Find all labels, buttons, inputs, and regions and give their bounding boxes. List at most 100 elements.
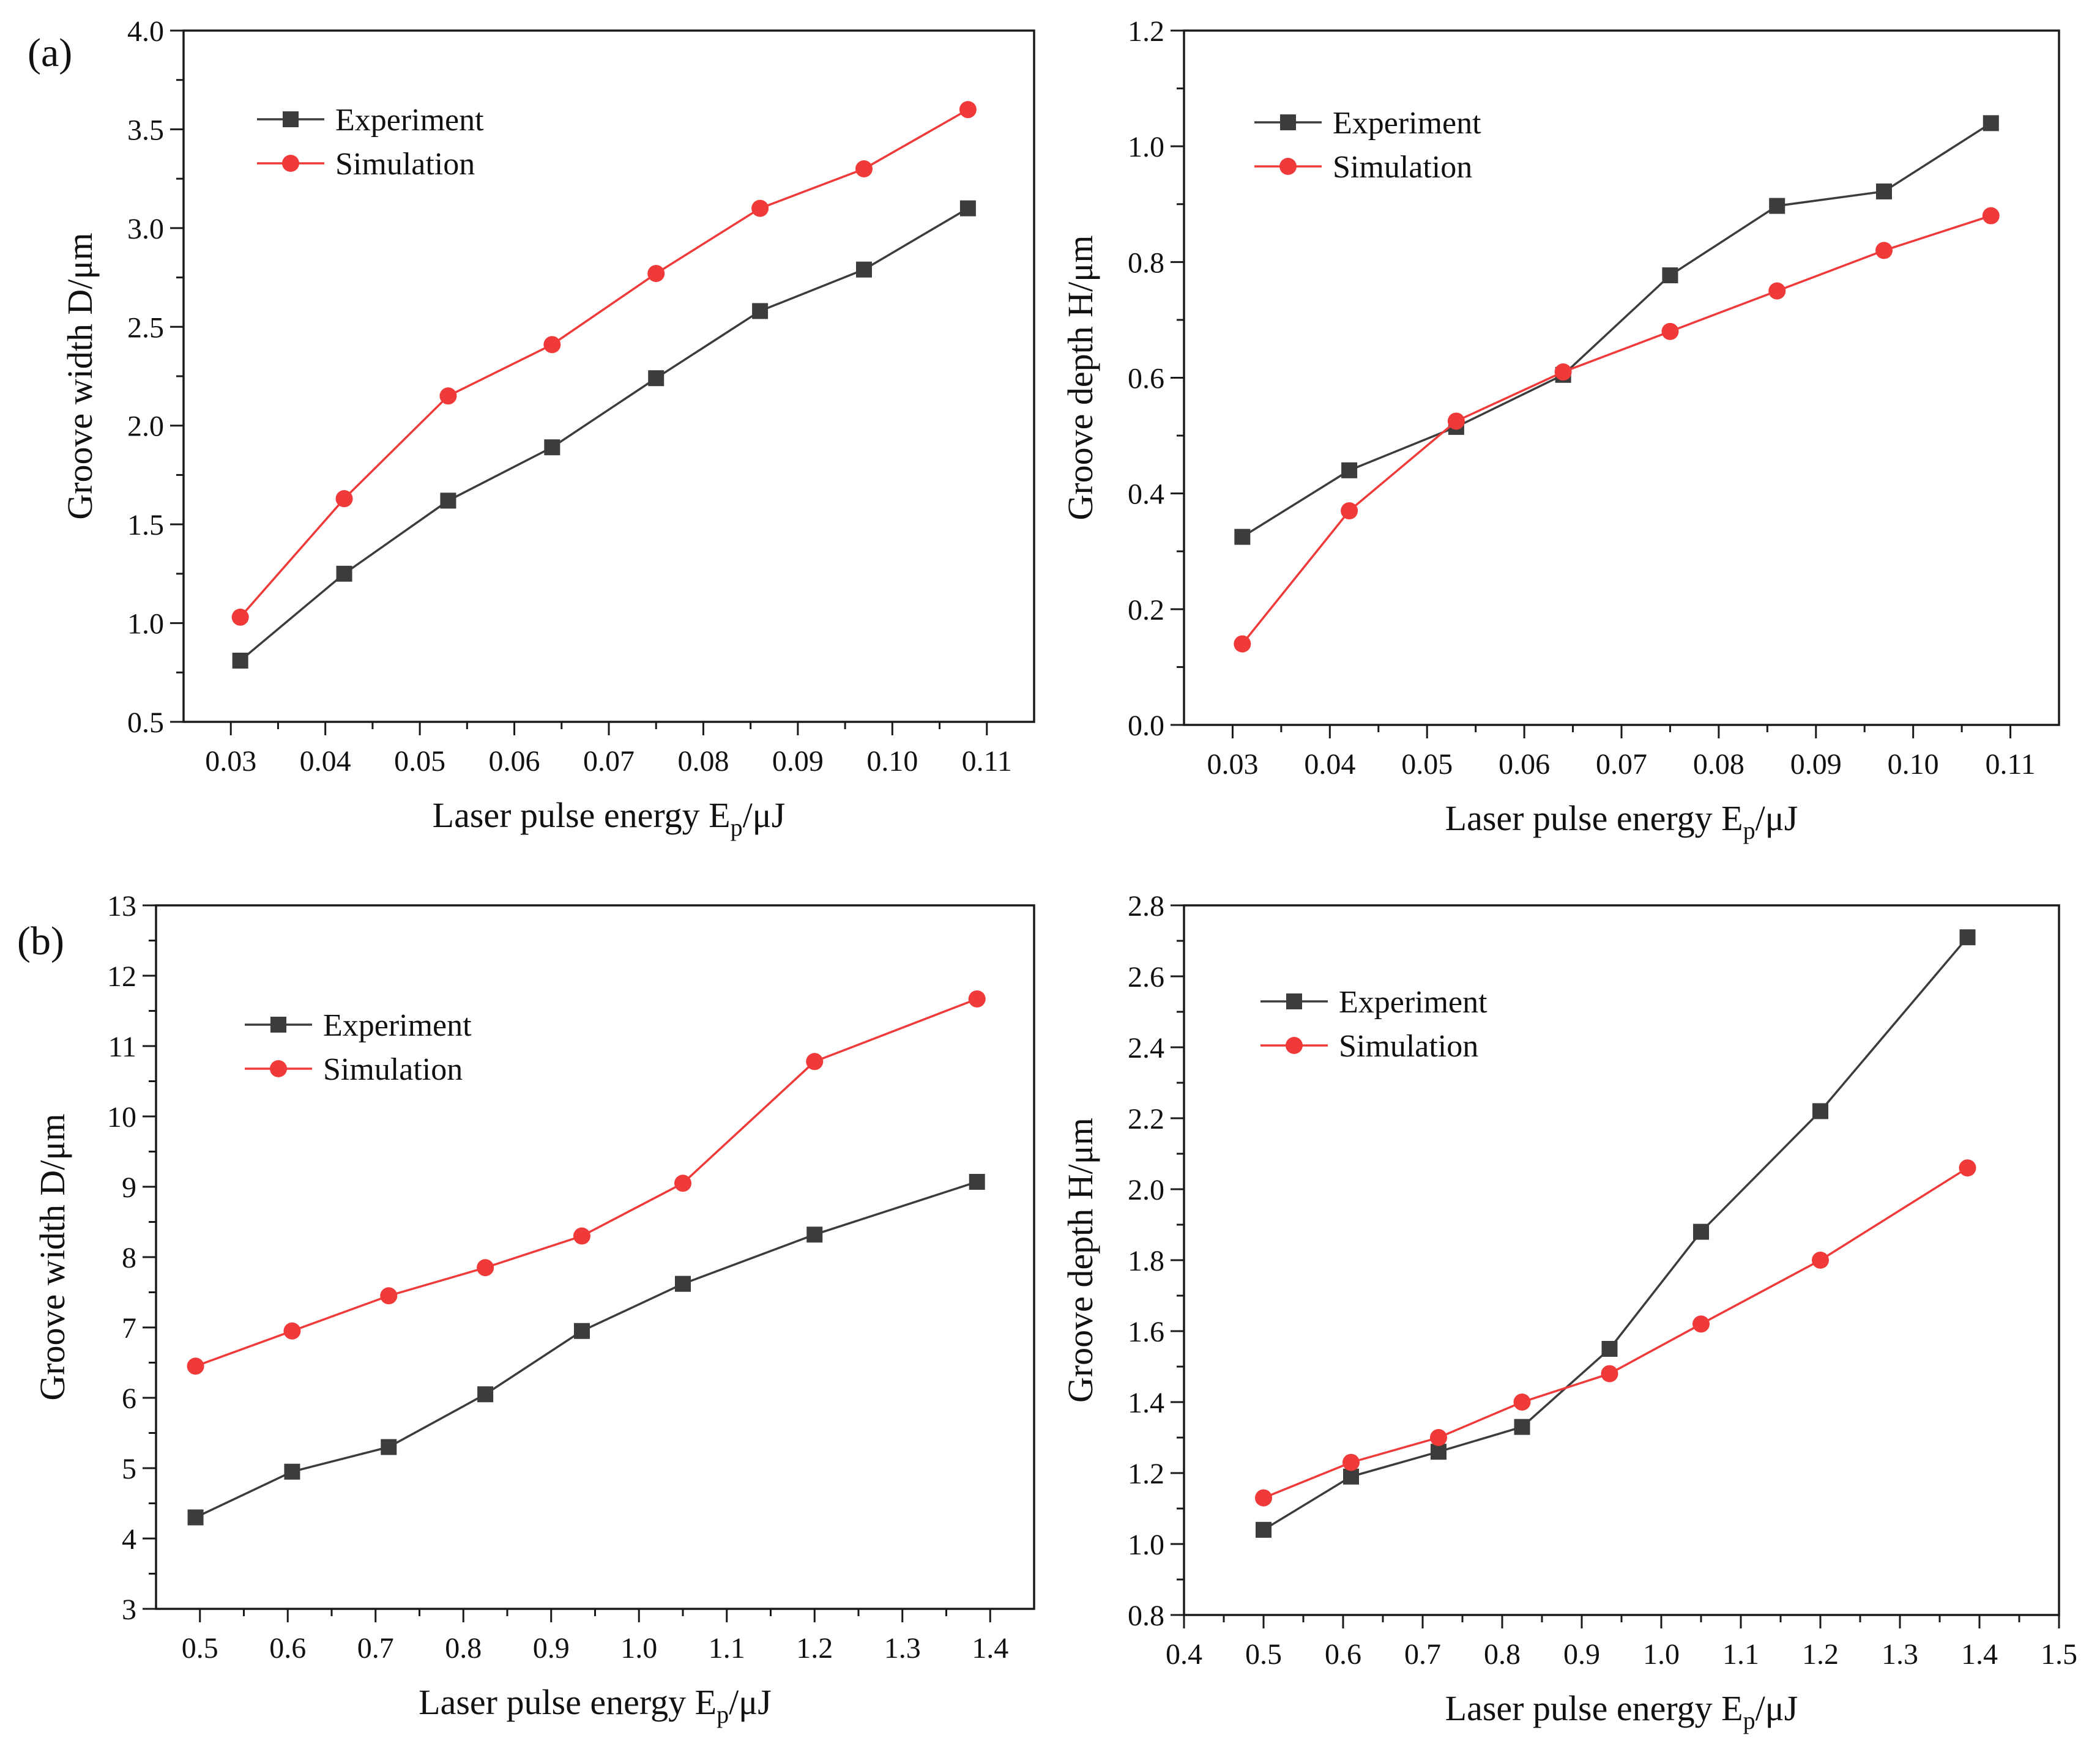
x-tick-label: 0.9 — [1563, 1638, 1600, 1671]
data-point-experiment — [1341, 462, 1358, 478]
legend-label: Simulation — [335, 147, 475, 182]
x-tick-label: 0.7 — [357, 1632, 394, 1665]
legend-entry-simulation: Simulation — [1260, 1029, 1478, 1064]
y-tick-label: 0.6 — [1128, 363, 1164, 395]
y-tick-label: 1.6 — [1128, 1316, 1164, 1348]
data-point-simulation — [1513, 1394, 1531, 1411]
y-tick-label: 6 — [122, 1383, 136, 1415]
legend-marker — [1286, 1037, 1303, 1054]
chart-b-depth: 0.4 0.5 0.6 0.7 0.8 0.9 1.0 1.1 1.2 1.3 1.4 1.5 0.8 1… — [1060, 890, 2077, 1734]
legend-label: Experiment — [1333, 106, 1481, 141]
data-point-experiment — [1983, 115, 1999, 132]
data-point-simulation — [1601, 1365, 1618, 1383]
x-tick-label: 1.2 — [796, 1632, 833, 1665]
y-tick-label: 1.8 — [1128, 1245, 1164, 1277]
y-tick-label: 2.2 — [1128, 1103, 1164, 1135]
data-point-experiment — [1514, 1419, 1530, 1435]
y-tick-label: 2.4 — [1128, 1032, 1164, 1064]
plot-frame — [1183, 29, 2060, 726]
x-tick-label: 0.05 — [1401, 748, 1453, 781]
data-point-experiment — [856, 261, 872, 278]
data-point-experiment — [1256, 1521, 1272, 1538]
x-tick-label: 1.3 — [884, 1632, 921, 1665]
series-line-experiment — [195, 1181, 978, 1519]
x-axis-title-sub: p — [731, 814, 743, 841]
y-tick-label: 1.2 — [1128, 1458, 1164, 1490]
series-simulation — [1255, 1159, 1976, 1507]
y-axis-title: Groove depth H/μm — [1060, 235, 1100, 520]
y-tick-label: 3.5 — [127, 114, 164, 146]
legend-entry-experiment: Experiment — [1254, 106, 1481, 141]
x-tick-label: 0.6 — [1325, 1638, 1361, 1671]
x-tick-label: 0.08 — [1693, 748, 1744, 781]
x-tick-label: 1.0 — [620, 1632, 657, 1665]
series-simulation — [231, 101, 977, 626]
data-point-experiment — [648, 370, 665, 387]
data-point-simulation — [439, 387, 457, 405]
data-point-experiment — [1234, 529, 1251, 545]
chart-b-width: 0.5 0.6 0.7 0.8 0.9 1.0 1.1 1.2 1.3 1.4 3 4 5 6 7 8 9 10 1… — [32, 890, 1035, 1728]
data-point-experiment — [969, 1173, 985, 1190]
data-point-simulation — [1692, 1315, 1710, 1333]
series-simulation — [187, 990, 986, 1375]
data-point-simulation — [1768, 282, 1786, 300]
x-tick-label: 0.09 — [772, 745, 824, 778]
legend-entry-experiment: Experiment — [245, 1008, 472, 1043]
data-point-experiment — [1693, 1223, 1709, 1240]
data-point-simulation — [674, 1175, 691, 1192]
data-point-simulation — [477, 1259, 494, 1277]
x-axis-title-main: Laser pulse energy E — [433, 795, 731, 835]
legend-marker — [1280, 114, 1296, 130]
y-axis-title: Groove width D/μm — [60, 232, 100, 519]
y-tick-label: 2.5 — [127, 311, 164, 344]
y-tick-label: 2.8 — [1128, 890, 1164, 922]
y-tick-label: 4 — [122, 1523, 136, 1556]
series-line-experiment — [239, 207, 969, 662]
legend-entry-simulation: Simulation — [245, 1052, 463, 1087]
x-tick-label: 1.0 — [1643, 1638, 1680, 1671]
y-tick-label: 0.8 — [1128, 1600, 1164, 1632]
legend-marker — [270, 1060, 287, 1077]
data-point-experiment — [1343, 1468, 1359, 1485]
data-point-experiment — [336, 565, 352, 582]
x-axis-title-unit: /μJ — [743, 795, 786, 835]
legend-entry-simulation: Simulation — [1254, 150, 1472, 185]
x-axis-title: Laser pulse energy Ep/μJ — [433, 795, 786, 841]
x-tick-label: 0.11 — [962, 745, 1012, 778]
x-tick-label: 0.8 — [445, 1632, 482, 1665]
x-tick-label: 1.3 — [1882, 1638, 1918, 1671]
y-tick-label: 3.0 — [127, 213, 164, 245]
data-point-simulation — [1342, 1453, 1360, 1471]
x-tick-label: 0.6 — [269, 1632, 306, 1665]
series-experiment — [187, 1173, 985, 1526]
legend-entry-experiment: Experiment — [257, 103, 484, 138]
legend-label: Experiment — [335, 103, 484, 138]
data-point-experiment — [232, 652, 248, 669]
data-point-simulation — [380, 1287, 398, 1305]
x-tick-label: 1.5 — [2041, 1638, 2077, 1671]
data-point-simulation — [968, 990, 986, 1008]
data-point-experiment — [284, 1463, 300, 1480]
series-line-experiment — [1242, 122, 1992, 538]
x-tick-label: 0.7 — [1404, 1638, 1441, 1671]
x-tick-label: 0.05 — [394, 745, 445, 778]
data-point-simulation — [647, 265, 665, 283]
x-axis-title: Laser pulse energy Ep/μJ — [419, 1682, 772, 1728]
data-point-simulation — [1812, 1252, 1829, 1269]
data-point-experiment — [544, 439, 560, 456]
data-point-simulation — [1255, 1489, 1272, 1507]
x-tick-label: 0.06 — [1499, 748, 1550, 781]
legend-marker — [1279, 158, 1297, 175]
series-experiment — [1256, 929, 1976, 1538]
x-tick-label: 0.9 — [533, 1632, 570, 1665]
data-point-experiment — [675, 1275, 691, 1292]
data-point-simulation — [1447, 412, 1465, 430]
x-tick-label: 0.8 — [1484, 1638, 1521, 1671]
data-point-simulation — [1430, 1429, 1447, 1446]
plot-frame — [182, 29, 1035, 723]
chart-a-depth: 0.03 0.04 0.05 0.06 0.07 0.08 0.09 0.10 0.11 0.0 0… — [1060, 15, 2060, 844]
y-axis-title: Groove width D/μm — [32, 1113, 72, 1400]
x-axis-title-sub: p — [1743, 817, 1756, 844]
y-tick-label: 1.4 — [1128, 1387, 1164, 1419]
